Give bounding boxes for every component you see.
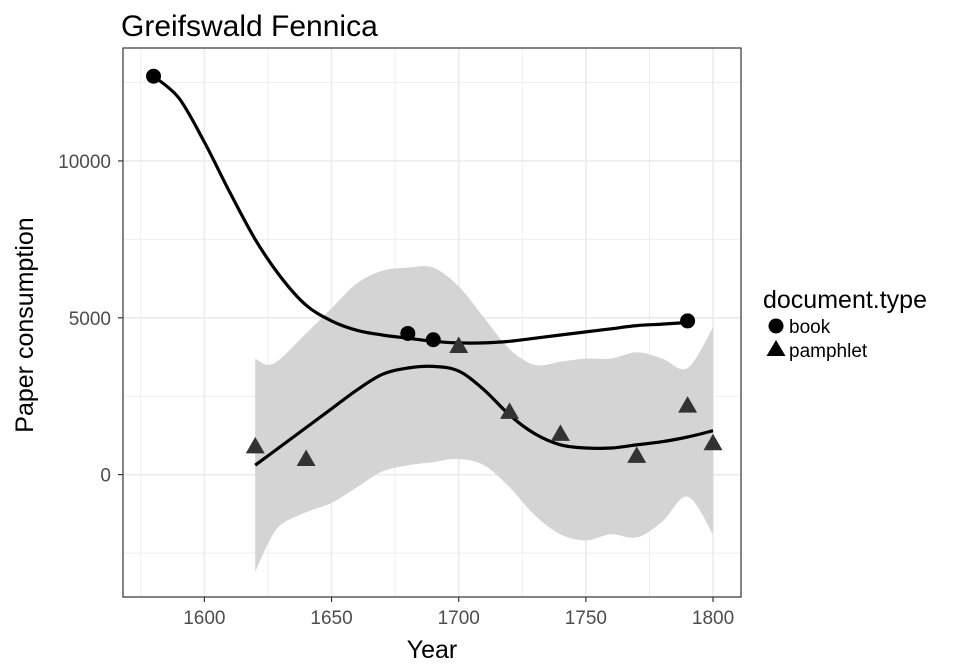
point-pamphlet bbox=[627, 446, 647, 463]
point-pamphlet bbox=[703, 433, 723, 451]
point-pamphlet bbox=[678, 396, 698, 413]
point-book bbox=[680, 313, 696, 329]
point-pamphlet bbox=[449, 336, 469, 354]
point-book bbox=[146, 68, 162, 84]
y-tick-label: 0 bbox=[100, 466, 111, 487]
confidence-band-pamphlet bbox=[255, 266, 713, 572]
smooth-lines bbox=[152, 74, 714, 467]
point-pamphlet bbox=[245, 436, 265, 454]
y-tick-label: 10000 bbox=[58, 152, 111, 173]
x-axis-ticks: 1600 1650 1700 1750 1800 bbox=[183, 597, 734, 629]
legend-title: document.type bbox=[763, 286, 927, 314]
y-tick-label: 5000 bbox=[69, 309, 111, 330]
x-tick-label: 1700 bbox=[438, 608, 480, 629]
data-points bbox=[146, 68, 723, 466]
legend-pamphlet-triangle-icon bbox=[766, 340, 786, 356]
confidence-bands bbox=[255, 266, 713, 572]
legend-book-circle-icon bbox=[768, 318, 784, 334]
x-tick-label: 1600 bbox=[183, 608, 225, 629]
point-pamphlet bbox=[550, 424, 570, 441]
legend-label-pamphlet: pamphlet bbox=[789, 341, 868, 362]
y-axis-title: Paper consumption bbox=[11, 217, 39, 432]
panel-border bbox=[122, 47, 742, 598]
smooth-line-book bbox=[152, 74, 688, 345]
point-pamphlet bbox=[296, 449, 316, 466]
legend-label-book: book bbox=[789, 317, 831, 338]
x-tick-label: 1800 bbox=[692, 608, 734, 629]
point-pamphlet bbox=[500, 402, 520, 419]
chart-title: Greifswald Fennica bbox=[121, 10, 378, 43]
y-axis-ticks: 0 5000 10000 bbox=[58, 152, 123, 487]
point-book bbox=[425, 332, 441, 348]
point-book bbox=[400, 325, 416, 341]
legend: document.type book pamphlet bbox=[763, 286, 927, 362]
x-axis-title: Year bbox=[407, 636, 458, 664]
x-tick-label: 1750 bbox=[565, 608, 607, 629]
x-tick-label: 1650 bbox=[310, 608, 352, 629]
smooth-line-pamphlet bbox=[254, 364, 714, 467]
